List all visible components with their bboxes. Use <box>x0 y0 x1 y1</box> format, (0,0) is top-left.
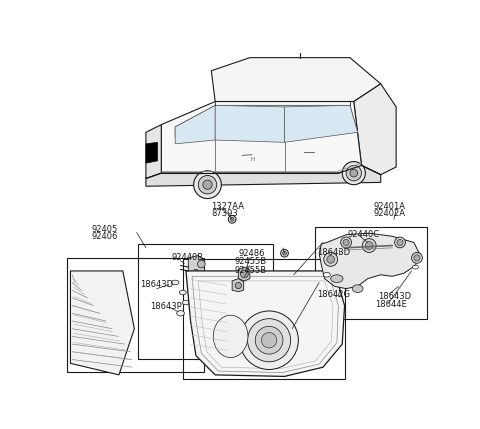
Circle shape <box>240 270 248 278</box>
Text: 18643P: 18643P <box>150 302 181 311</box>
Ellipse shape <box>324 272 330 277</box>
Circle shape <box>198 175 217 194</box>
Text: 18643D: 18643D <box>140 280 173 289</box>
Circle shape <box>197 260 205 268</box>
Circle shape <box>365 242 373 249</box>
Ellipse shape <box>171 280 179 285</box>
Text: 18644E: 18644E <box>375 300 407 309</box>
Text: 1327AA: 1327AA <box>211 202 244 211</box>
Circle shape <box>324 252 337 266</box>
Ellipse shape <box>182 300 190 305</box>
Circle shape <box>240 311 299 369</box>
Circle shape <box>230 218 234 221</box>
Circle shape <box>342 162 365 185</box>
Polygon shape <box>354 84 396 175</box>
Circle shape <box>203 180 212 189</box>
Circle shape <box>193 171 221 199</box>
Circle shape <box>248 319 291 362</box>
Circle shape <box>362 239 376 252</box>
Ellipse shape <box>213 315 248 357</box>
Circle shape <box>395 237 406 248</box>
Text: 92405: 92405 <box>92 225 118 234</box>
Text: 18642G: 18642G <box>317 290 350 299</box>
Circle shape <box>283 251 287 255</box>
Text: 92455B: 92455B <box>234 257 266 266</box>
Polygon shape <box>71 271 134 375</box>
Ellipse shape <box>352 285 363 293</box>
Circle shape <box>281 249 288 257</box>
Circle shape <box>411 252 422 263</box>
Polygon shape <box>175 106 358 138</box>
Text: 92455B: 92455B <box>234 266 266 275</box>
Polygon shape <box>215 106 285 142</box>
Text: 18643D: 18643D <box>378 292 411 301</box>
Circle shape <box>262 332 277 348</box>
Ellipse shape <box>180 290 186 295</box>
Polygon shape <box>175 106 215 144</box>
Text: 87393: 87393 <box>211 209 238 218</box>
Circle shape <box>235 282 241 289</box>
Polygon shape <box>319 233 419 289</box>
Circle shape <box>255 326 283 354</box>
Text: 92440C: 92440C <box>348 230 380 239</box>
Text: H: H <box>250 157 254 162</box>
Text: 92486: 92486 <box>238 249 265 258</box>
Bar <box>138 244 273 360</box>
Text: 92406: 92406 <box>92 232 119 241</box>
Polygon shape <box>146 125 161 178</box>
Polygon shape <box>146 166 381 186</box>
Circle shape <box>414 255 420 261</box>
Circle shape <box>346 166 361 181</box>
Circle shape <box>327 256 335 263</box>
Ellipse shape <box>177 311 184 316</box>
Circle shape <box>343 239 349 245</box>
Polygon shape <box>232 278 244 292</box>
Bar <box>183 260 345 379</box>
Bar <box>67 258 204 372</box>
Ellipse shape <box>331 275 343 282</box>
Circle shape <box>341 237 351 248</box>
Polygon shape <box>238 267 250 281</box>
Bar <box>315 227 427 320</box>
Polygon shape <box>285 106 358 142</box>
Polygon shape <box>146 142 157 163</box>
Polygon shape <box>211 57 381 102</box>
Polygon shape <box>161 102 361 173</box>
Text: 92402A: 92402A <box>373 209 405 218</box>
Text: 18643D: 18643D <box>317 248 350 257</box>
Ellipse shape <box>412 265 419 269</box>
Circle shape <box>188 276 193 282</box>
Polygon shape <box>188 256 204 281</box>
Circle shape <box>350 169 358 177</box>
Polygon shape <box>186 271 345 376</box>
Circle shape <box>228 215 236 223</box>
Circle shape <box>397 239 403 245</box>
Text: 92440B: 92440B <box>171 253 204 262</box>
Circle shape <box>193 269 199 275</box>
Text: 92401A: 92401A <box>373 202 405 211</box>
